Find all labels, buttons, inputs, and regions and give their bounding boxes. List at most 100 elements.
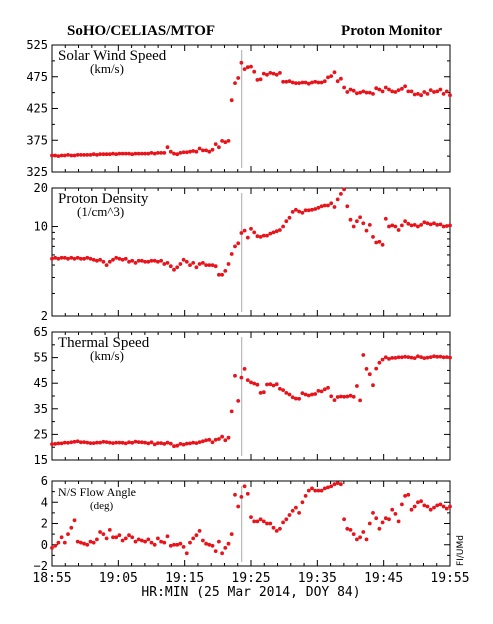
data-point (281, 79, 285, 84)
data-point (396, 355, 401, 360)
data-point (393, 90, 398, 94)
data-point (184, 259, 189, 264)
data-point (152, 442, 157, 447)
data-point (226, 139, 231, 143)
data-point (432, 90, 436, 94)
data-point (355, 537, 359, 542)
data-point (290, 395, 295, 400)
data-point (444, 355, 449, 359)
data-point (342, 85, 346, 90)
data-point (114, 535, 119, 540)
data-point (91, 540, 96, 545)
data-point (319, 488, 324, 493)
y-tick-label: 475 (26, 70, 48, 84)
data-point (114, 255, 119, 260)
data-point (351, 224, 356, 229)
data-point (371, 235, 375, 239)
data-point (50, 256, 54, 261)
data-point (351, 88, 356, 93)
x-tick-label: 19:45 (364, 571, 403, 586)
data-point (168, 543, 173, 548)
data-point (75, 539, 80, 544)
panel-title: Solar Wind Speed (58, 48, 167, 64)
data-point (178, 442, 183, 446)
data-point (191, 440, 196, 445)
data-point (123, 536, 128, 541)
data-point (175, 265, 180, 270)
data-point (191, 536, 196, 541)
data-point (448, 223, 452, 228)
data-point (332, 70, 337, 75)
data-point (326, 485, 330, 490)
data-point (271, 383, 276, 388)
data-point (95, 440, 99, 445)
data-point (217, 145, 221, 150)
y-tick-label: 55 (34, 351, 48, 365)
data-point (444, 506, 449, 511)
data-point (82, 153, 86, 157)
data-point (287, 79, 292, 84)
data-point (403, 84, 407, 89)
data-point (210, 147, 215, 152)
data-point (104, 536, 109, 541)
y-tick-label: 10 (34, 220, 48, 234)
data-point (152, 542, 157, 547)
data-point (149, 440, 154, 445)
data-point (140, 538, 144, 543)
data-point (88, 539, 93, 544)
data-point (181, 545, 186, 549)
data-point (156, 151, 160, 155)
data-point (136, 537, 141, 542)
data-point (111, 257, 115, 262)
data-point (127, 533, 131, 538)
data-point (172, 542, 176, 547)
data-point (197, 262, 202, 266)
data-point (422, 503, 427, 508)
data-point (329, 201, 334, 206)
data-point (377, 87, 382, 92)
data-point (79, 540, 83, 545)
data-point (172, 267, 176, 272)
data-point (239, 231, 244, 235)
data-point (313, 392, 318, 396)
data-point (149, 151, 154, 155)
data-point (271, 525, 276, 530)
data-point (387, 87, 391, 92)
data-point (303, 208, 308, 213)
data-point (441, 224, 446, 229)
data-point (355, 384, 359, 388)
data-point (416, 224, 420, 229)
data-point (223, 546, 228, 550)
data-point (117, 533, 122, 538)
data-point (412, 356, 417, 360)
data-point (416, 500, 420, 505)
data-point (258, 391, 263, 395)
data-point (207, 437, 212, 442)
data-point (303, 494, 308, 498)
data-point (95, 537, 99, 542)
data-point (351, 394, 356, 399)
data-point (435, 89, 440, 94)
data-point (274, 382, 279, 387)
data-point (159, 539, 164, 544)
data-point (242, 484, 247, 489)
data-point (261, 390, 266, 395)
data-point (390, 507, 395, 512)
x-tick-label: 19:35 (298, 571, 337, 586)
data-point (210, 543, 215, 548)
data-point (101, 259, 106, 264)
data-point (233, 373, 237, 378)
data-point (438, 502, 443, 507)
data-point (284, 219, 289, 224)
data-point (72, 439, 77, 444)
data-point (342, 187, 346, 192)
panel-unit: (1/cm^3) (77, 204, 124, 219)
data-point (95, 258, 99, 263)
y-tick-label: 2 (41, 517, 48, 531)
y-tick-label: 375 (26, 133, 48, 147)
data-point (316, 80, 321, 85)
data-point (178, 541, 183, 546)
x-tick-label: 19:15 (165, 571, 204, 586)
data-point (339, 192, 343, 196)
data-point (335, 481, 340, 485)
